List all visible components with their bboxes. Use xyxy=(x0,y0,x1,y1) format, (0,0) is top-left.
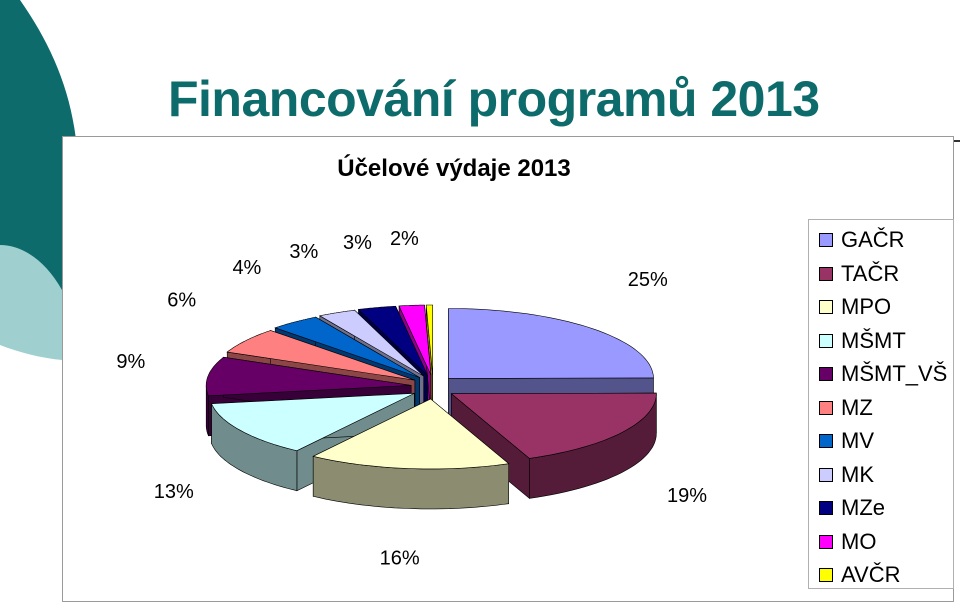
legend-swatch xyxy=(819,434,833,448)
legend-item-m-mt-v-: MŠMT_VŠ xyxy=(819,360,947,388)
chart-frame: Účelové výdaje 2013 25% 19% 16% 13% 9% 6% 4% 3%… xyxy=(62,136,954,602)
legend-swatch xyxy=(819,233,833,247)
data-label-mz: 6% xyxy=(167,289,196,311)
legend-item-m-mt: MŠMT xyxy=(819,327,906,355)
legend-item-mo: MO xyxy=(819,528,876,556)
data-label-ga-r: 25% xyxy=(628,269,668,291)
deco-dark-shape xyxy=(0,0,78,290)
data-label-mpo: 16% xyxy=(380,548,420,570)
legend-swatch xyxy=(819,400,833,415)
legend-label: MO xyxy=(841,528,877,554)
slice-mz-top xyxy=(226,330,415,381)
legend-label: MV xyxy=(841,428,874,453)
legend-label: MK xyxy=(841,461,874,487)
slice-m-mt-v--top xyxy=(205,356,412,397)
legend-swatch xyxy=(819,333,833,348)
slide-title: Financování programů 2013 xyxy=(168,71,820,127)
corner-mark xyxy=(954,140,960,142)
legend-swatch xyxy=(819,501,833,515)
legend-item-mv: MV xyxy=(819,427,874,455)
data-label-m-mt-v-: 9% xyxy=(116,351,145,373)
legend-label: GAČR xyxy=(841,227,905,252)
legend-label: TAČR xyxy=(841,260,900,286)
data-label-mo: 2% xyxy=(390,228,419,250)
data-label-mk: 3% xyxy=(289,241,318,263)
data-label-mze: 3% xyxy=(343,232,372,254)
data-label-mv: 4% xyxy=(232,257,261,279)
legend-label: MPO xyxy=(841,294,892,319)
legend-label: MŠMT_VŠ xyxy=(841,361,948,386)
legend-label: AVČR xyxy=(841,562,901,587)
slice-m-mt-top xyxy=(211,393,415,452)
legend-item-mz: MZ xyxy=(819,394,873,422)
legend-swatch xyxy=(819,300,833,314)
legend-swatch xyxy=(819,367,833,381)
legend-item-ta-r: TAČR xyxy=(819,260,899,288)
pie-chart: 25% 19% 16% 13% 9% 6% 4% 3% 3% 2% xyxy=(116,228,707,570)
legend-item-mpo: MPO xyxy=(819,293,891,321)
legend-swatch xyxy=(819,266,833,281)
legend-item-ga-r: GAČR xyxy=(819,226,905,254)
data-label-m-mt: 13% xyxy=(154,481,194,503)
chart-title: Účelové výdaje 2013 xyxy=(337,155,571,182)
slice-ga-r-top xyxy=(448,308,654,379)
slice-mze-top xyxy=(357,305,428,376)
legend-label: MŠMT xyxy=(841,327,906,353)
slice-mk-top xyxy=(319,309,424,377)
legend-swatch xyxy=(819,467,833,482)
legend-item-av-r: AVČR xyxy=(819,561,901,589)
slice-ta-r-top xyxy=(450,392,657,459)
chart-legend: GAČR TAČR MPO MŠMT MŠMT_VŠ MZ MV MK MZe MO AVČR xyxy=(808,219,954,589)
legend-item-mk: MK xyxy=(819,461,874,489)
legend-swatch xyxy=(819,568,833,582)
pie-tops xyxy=(205,304,657,470)
slice-mv-top xyxy=(274,316,420,378)
legend-item-mze: MZe xyxy=(819,494,885,522)
data-label-ta-r: 19% xyxy=(667,485,707,507)
legend-label: MZe xyxy=(841,495,885,520)
slice-mpo-top xyxy=(312,398,510,470)
slice-mo-top xyxy=(398,304,432,376)
slice-av-r-top xyxy=(425,304,434,376)
legend-label: MZ xyxy=(841,394,873,420)
legend-swatch xyxy=(819,534,833,549)
